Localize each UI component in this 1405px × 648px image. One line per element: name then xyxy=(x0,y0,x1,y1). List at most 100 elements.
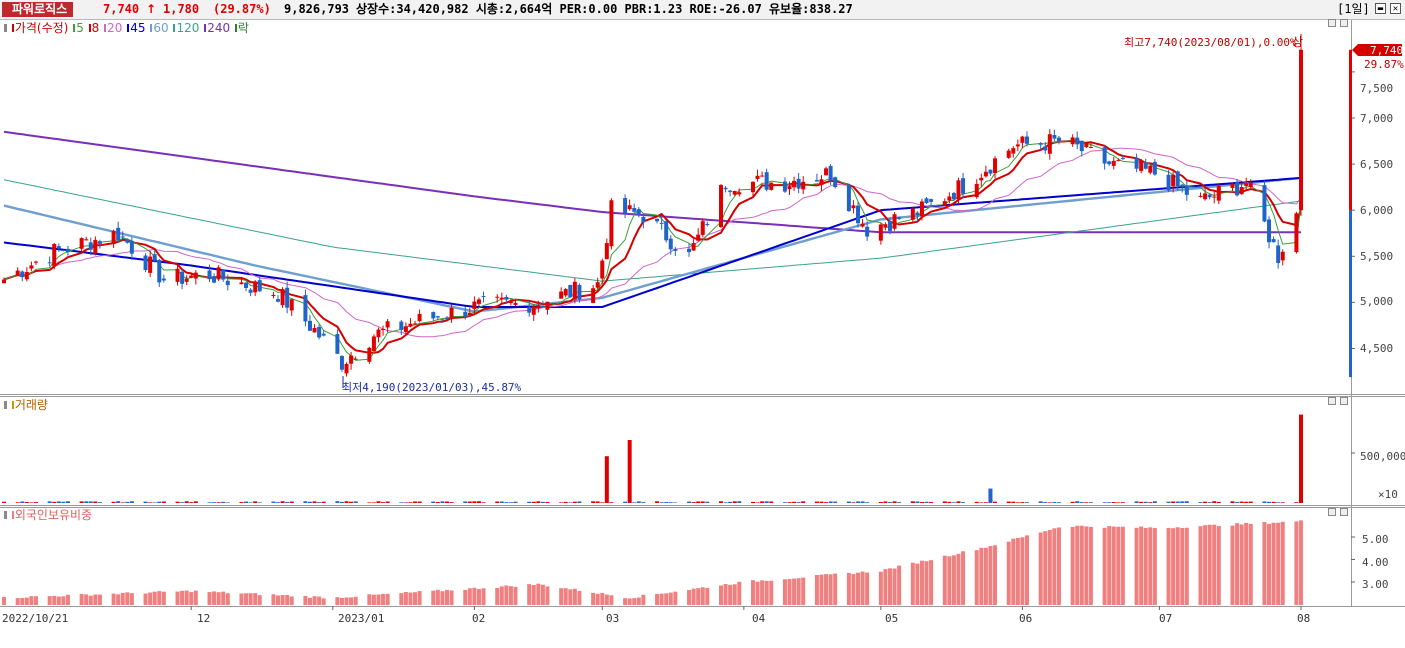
candle-body xyxy=(504,296,509,300)
volume-bar xyxy=(769,501,774,503)
volume-bar xyxy=(604,456,609,503)
candle-body xyxy=(481,296,486,298)
foreign-ratio-bar xyxy=(1152,528,1157,605)
foreign-ratio-bar xyxy=(1216,526,1221,605)
candle-body xyxy=(508,301,513,304)
foreign-ratio-bar xyxy=(212,591,217,605)
volume-bar xyxy=(1024,502,1029,503)
volume-bar xyxy=(1203,501,1208,503)
foreign-ratio-bar xyxy=(591,592,596,605)
volume-bar xyxy=(764,501,769,503)
panel-close-icon[interactable] xyxy=(1340,19,1348,27)
candle-body xyxy=(846,184,851,212)
foreign-ratio-bar xyxy=(307,597,312,605)
foreign-ratio-bar xyxy=(52,595,57,605)
candle-body xyxy=(636,209,641,215)
volume-bar xyxy=(148,502,153,503)
panel-handle-icon[interactable] xyxy=(4,511,7,519)
volume-bar xyxy=(1299,414,1303,503)
volume-bar xyxy=(1052,502,1057,503)
close-icon[interactable]: ✕ xyxy=(1390,3,1401,14)
volume-bar xyxy=(33,502,38,503)
legend-lock[interactable]: 락 xyxy=(237,21,249,35)
volume-bar xyxy=(207,502,212,503)
volume-bar xyxy=(819,501,824,503)
candle-body xyxy=(1084,143,1089,148)
volume-bar xyxy=(947,501,952,503)
candle-body xyxy=(705,224,710,226)
candle-body xyxy=(344,363,349,374)
foreign-ratio-bar xyxy=(819,574,824,605)
candle-body xyxy=(623,198,628,214)
foreign-ratio-bar xyxy=(1166,527,1171,605)
y-axes xyxy=(1349,49,1355,583)
volume-bar xyxy=(184,501,189,503)
legend-ma45[interactable]: 45 xyxy=(130,21,146,35)
foreign-ratio-bar xyxy=(476,589,481,605)
volume-bar xyxy=(796,502,801,503)
minimize-icon[interactable]: ▬ xyxy=(1375,3,1386,14)
volume-bar xyxy=(1184,501,1189,503)
volume-bar xyxy=(317,502,322,503)
foreign-ratio-bar xyxy=(1180,528,1185,605)
foreign-ratio-bar xyxy=(750,580,755,605)
volume-bar xyxy=(887,502,892,503)
legend-ma120[interactable]: 120 xyxy=(176,21,200,35)
volume-bar xyxy=(1244,501,1249,503)
panel-minimize-icon[interactable] xyxy=(1328,19,1336,27)
foreign-ratio-bar xyxy=(696,588,701,605)
panel-handle-icon[interactable] xyxy=(4,401,7,409)
x-label-may: 05 xyxy=(885,612,898,625)
volume-bar xyxy=(627,440,632,503)
foreign-ratio-bar xyxy=(687,590,692,605)
foreign-ratio-bar xyxy=(910,562,915,605)
candle-body xyxy=(1006,150,1011,158)
foreign-ratio-bar xyxy=(371,594,376,605)
candle-body xyxy=(52,244,57,267)
volume-bar xyxy=(865,502,870,503)
candle-body xyxy=(56,246,61,249)
legend-ma240[interactable]: 240 xyxy=(207,21,231,35)
volume-bar xyxy=(878,501,883,503)
legend-ma5[interactable]: 5 xyxy=(76,21,84,35)
panel-handle-icon[interactable] xyxy=(4,24,7,32)
candle-body xyxy=(696,234,701,241)
candle-body xyxy=(559,291,564,299)
volume-bar xyxy=(1056,502,1061,503)
volume-bar xyxy=(696,501,701,503)
panel-close-icon[interactable] xyxy=(1340,508,1348,516)
candle-body xyxy=(814,180,819,182)
candle-body xyxy=(84,239,89,241)
stock-chart[interactable]: 최고7,740(2023/08/01),0.00% 상 최저4,190(2023… xyxy=(0,20,1405,648)
panel-minimize-icon[interactable] xyxy=(1328,508,1336,516)
volume-bar xyxy=(1011,501,1016,503)
legend-volume[interactable]: 거래량 xyxy=(14,398,48,412)
foreign-ratio-bar xyxy=(951,555,956,605)
foreign-ratio-bar xyxy=(253,593,258,605)
foreign-ratio-bar xyxy=(221,591,226,605)
volume-bar xyxy=(801,501,806,503)
volume-bar xyxy=(271,501,276,503)
candle-body xyxy=(29,265,34,269)
panel-minimize-icon[interactable] xyxy=(1328,397,1336,405)
legend-ma60[interactable]: 60 xyxy=(153,21,169,35)
foreign-ratio-bar xyxy=(79,593,84,605)
volume-bar xyxy=(1280,502,1285,503)
legend-ma8[interactable]: 8 xyxy=(91,21,100,35)
candle-body xyxy=(659,222,664,224)
legend-foreign-ratio[interactable]: 외국인보유비중 xyxy=(14,508,93,522)
stock-name[interactable]: 파워로직스 xyxy=(2,2,74,17)
legend-ma20[interactable]: 20 xyxy=(107,21,123,35)
panel-close-icon[interactable] xyxy=(1340,397,1348,405)
candle-body xyxy=(887,220,892,231)
volume-bar xyxy=(668,502,673,503)
legend-price[interactable]: 가격(수정) xyxy=(14,21,69,35)
foreign-ratio-bar xyxy=(915,563,920,605)
foreign-ratio-bar xyxy=(189,592,194,605)
foreign-ratio-bar xyxy=(833,573,838,605)
volume-bar xyxy=(536,501,541,503)
volume-bar xyxy=(52,501,57,503)
period-selector[interactable]: [1일] xyxy=(1337,2,1370,16)
candle-body xyxy=(444,317,449,320)
candle-body xyxy=(1024,136,1029,144)
